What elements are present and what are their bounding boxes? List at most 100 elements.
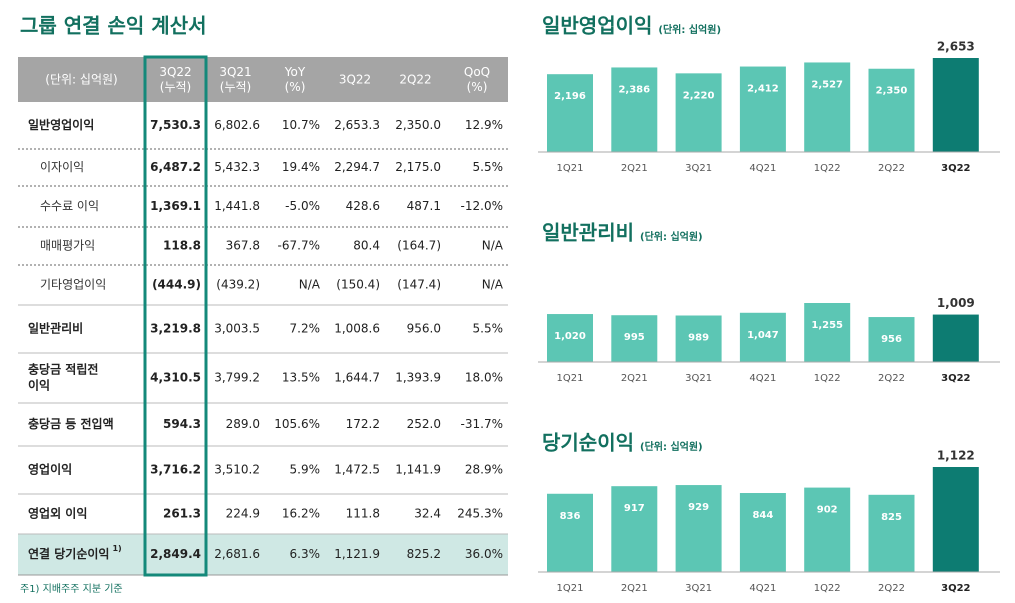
row-label: 이자이익 (40, 160, 84, 174)
data-label: 1,020 (554, 331, 586, 342)
chart-subtitle: (단위: 십억원) (640, 440, 703, 453)
table-cell: 1,008.6 (334, 322, 380, 336)
table-cell: 3,003.5 (214, 322, 260, 336)
bar (932, 467, 979, 572)
table-cell: 118.8 (163, 239, 201, 253)
bar (611, 315, 658, 362)
bar (547, 314, 593, 362)
x-tick-label: 2Q22 (878, 373, 905, 384)
table-cell: 6,487.2 (150, 160, 201, 174)
x-tick-label: 4Q21 (749, 373, 776, 384)
table-cell: 3,219.8 (150, 322, 201, 336)
table-cell: 1,644.7 (334, 371, 380, 385)
table-cell: N/A (482, 278, 504, 292)
bar (804, 62, 851, 152)
table-cell: N/A (482, 239, 504, 253)
column-header: (%) (285, 80, 306, 94)
table-cell: -12.0% (461, 199, 503, 213)
x-tick-label: 4Q21 (749, 163, 776, 174)
row-label: 충당금 등 전입액 (28, 416, 114, 431)
bar (868, 68, 915, 152)
data-label: 902 (817, 505, 838, 516)
x-tick-label: 1Q22 (814, 373, 841, 384)
table-header-bg (18, 57, 508, 102)
table-cell: 32.4 (414, 507, 441, 521)
chart-title: 당기순이익 (542, 431, 634, 455)
table-cell: 6,802.6 (214, 118, 260, 132)
data-label: 2,386 (618, 84, 650, 95)
table-cell: 245.3% (457, 507, 503, 521)
highlight-column (143, 55, 208, 577)
bar (547, 493, 593, 572)
x-tick-label: 1Q21 (557, 373, 584, 384)
bar (739, 66, 786, 152)
table-cell: (147.4) (397, 278, 441, 292)
bar (932, 58, 979, 152)
table-cell: 1,121.9 (334, 547, 380, 561)
data-label: 929 (688, 502, 709, 513)
table-cell: -67.7% (278, 239, 320, 253)
x-tick-label: 3Q21 (685, 583, 712, 594)
column-header: (누적) (220, 80, 251, 94)
table-cell: 5.5% (473, 160, 504, 174)
table-cell: N/A (299, 278, 321, 292)
table-cell: 428.6 (346, 199, 380, 213)
column-header: QoQ (464, 65, 490, 79)
x-tick-label: 1Q22 (814, 583, 841, 594)
row-label: 수수료 이익 (40, 199, 99, 213)
table-cell: 6.3% (290, 547, 321, 561)
x-tick-label: 3Q22 (941, 373, 970, 384)
footnote: 주1) 지배주주 지분 기준 (20, 583, 123, 595)
table-cell: 5,432.3 (214, 160, 260, 174)
data-label: 995 (624, 332, 645, 343)
data-label: 2,527 (811, 79, 843, 90)
table-cell: -31.7% (461, 417, 503, 431)
table-cell: 2,350.0 (395, 118, 441, 132)
row-label: 매매평가익 (40, 239, 95, 253)
data-label: 1,047 (747, 330, 779, 341)
x-tick-label: 3Q21 (685, 373, 712, 384)
chart-title: 일반영업이익 (542, 14, 652, 38)
data-label: 1,122 (937, 449, 975, 463)
data-label: 2,412 (747, 84, 779, 95)
x-tick-label: 2Q22 (878, 583, 905, 594)
bar (932, 314, 979, 362)
table-cell: 1,393.9 (395, 371, 441, 385)
page-title: 그룹 연결 손익 계산서 (20, 14, 207, 38)
column-header: (단위: 십억원) (45, 73, 117, 87)
data-label: 2,196 (554, 91, 586, 102)
table-cell: 367.8 (226, 239, 260, 253)
column-header: (누적) (160, 80, 191, 94)
table-cell: 1,441.8 (214, 199, 260, 213)
total-row-bg (18, 534, 508, 575)
table-cell: 3,716.2 (150, 463, 201, 477)
table-cell: 4,310.5 (150, 371, 201, 385)
table-cell: 172.2 (346, 417, 380, 431)
x-tick-label: 2Q22 (878, 163, 905, 174)
bar (739, 312, 786, 362)
table-cell: 111.8 (346, 507, 380, 521)
x-tick-label: 3Q22 (941, 163, 970, 174)
table-cell: 1,369.1 (150, 199, 201, 213)
table-cell: 80.4 (353, 239, 380, 253)
data-label: 836 (560, 511, 581, 522)
table-cell: 18.0% (465, 371, 503, 385)
bar (868, 494, 915, 572)
data-label: 1,255 (811, 320, 843, 331)
row-label: 이익 (28, 378, 50, 393)
table-cell: 2,681.6 (214, 547, 260, 561)
table-cell: 1,472.5 (334, 463, 380, 477)
table-cell: 252.0 (407, 417, 441, 431)
column-header: YoY (284, 65, 306, 79)
data-label: 1,009 (937, 296, 975, 310)
table-cell: 594.3 (163, 417, 201, 431)
table-cell: (444.9) (152, 278, 201, 292)
table-cell: (150.4) (336, 278, 380, 292)
table-cell: 12.9% (465, 118, 503, 132)
row-label: 영업외 이익 (28, 506, 87, 521)
table-cell: 10.7% (282, 118, 320, 132)
data-label: 825 (881, 512, 902, 523)
row-label: 일반영업이익 (28, 117, 94, 132)
data-label: 2,220 (683, 90, 715, 101)
